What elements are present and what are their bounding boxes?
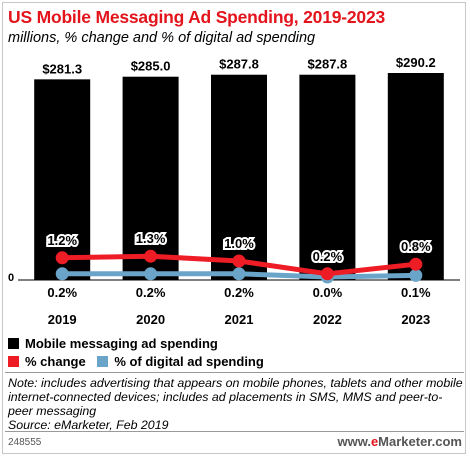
note-divider: [5, 372, 464, 373]
legend-item-change: % change: [8, 354, 86, 369]
x-tick-2022: 2022: [313, 312, 342, 327]
change-label-2021: 1.0%: [224, 236, 254, 251]
digital-share-label-2023: 0.1%: [401, 285, 431, 300]
legend-row-2: % change % of digital ad spending: [8, 354, 272, 370]
legend-item-spending: Mobile messaging ad spending: [8, 336, 218, 351]
chart-subtitle: millions, % change and % of digital ad s…: [8, 30, 316, 46]
digital-share-label-2020: 0.2%: [136, 285, 166, 300]
x-tick-2020: 2020: [136, 312, 165, 327]
chart-title: US Mobile Messaging Ad Spending, 2019-20…: [8, 7, 386, 27]
change-label-text-2020: 1.3%: [136, 231, 166, 246]
note-text: Note: includes advertising that appears …: [8, 376, 463, 418]
chart-id: 248555: [8, 437, 42, 448]
change-label-2020: 1.3%: [136, 231, 166, 246]
change-label-2022: 0.2%: [313, 249, 343, 264]
legend-label-spending: Mobile messaging ad spending: [25, 336, 218, 351]
change-label-text-2019: 1.2%: [47, 233, 77, 248]
change-point-2020: [144, 249, 158, 263]
change-label-text-2021: 1.0%: [224, 236, 254, 251]
digital-share-point-2020: [144, 267, 158, 281]
change-point-2023: [409, 257, 423, 271]
legend-swatch-digital-share: [97, 356, 109, 367]
legend-label-change: % change: [25, 354, 86, 369]
bar-label-2023: $290.2: [396, 55, 436, 70]
change-label-2023: 0.8%: [401, 239, 431, 254]
x-tick-2023: 2023: [401, 312, 430, 327]
change-label-text-2022: 0.2%: [313, 249, 343, 264]
bar-2022: [299, 74, 356, 281]
legend-row-1: Mobile messaging ad spending: [8, 336, 226, 352]
brand-prefix: www.: [337, 434, 371, 449]
bar-2021: [211, 74, 267, 281]
legend-swatch-change: [8, 356, 19, 367]
digital-share-label-2019: 0.2%: [47, 285, 77, 300]
change-label-2019: 1.2%: [47, 233, 77, 248]
x-tick-2019: 2019: [48, 312, 77, 327]
y-zero-label: 0: [8, 272, 14, 284]
chart-frame: [2, 2, 466, 454]
legend-label-digital-share: % of digital ad spending: [114, 354, 264, 369]
bar-label-2020: $285.0: [131, 59, 171, 74]
change-point-2022: [320, 267, 334, 281]
chart-plot: $281.3 $285.0 $287.8 $287.8 $290.201.2%1.2% 1…: [8, 55, 460, 327]
change-label-text-2023: 0.8%: [401, 239, 431, 254]
bar-label-2021: $287.8: [219, 57, 259, 72]
brand-rest: Marketer.com: [378, 434, 462, 449]
digital-share-point-2023: [409, 268, 423, 282]
footer-divider: [5, 431, 464, 432]
bar-2020: [122, 76, 179, 280]
digital-share-point-2019: [55, 267, 69, 281]
source-text: Source: eMarketer, Feb 2019: [8, 418, 169, 432]
x-tick-2021: 2021: [225, 312, 254, 327]
bar-label-2019: $281.3: [42, 61, 82, 76]
chart-note: Note: includes advertising that appears …: [8, 376, 463, 432]
digital-share-label-2022: 0.0%: [313, 285, 343, 300]
digital-share-point-2021: [232, 267, 246, 281]
bar-2023: [387, 73, 444, 280]
change-point-2019: [55, 251, 69, 265]
brand-accent: e: [370, 434, 379, 449]
change-point-2021: [232, 254, 246, 268]
bar-label-2022: $287.8: [308, 57, 348, 72]
bar-2019: [34, 79, 91, 280]
brand-link[interactable]: www.eMarketer.com: [337, 434, 462, 449]
legend-swatch-spending: [8, 338, 19, 349]
legend-item-digital-share: % of digital ad spending: [97, 354, 264, 369]
digital-share-label-2021: 0.2%: [224, 285, 254, 300]
